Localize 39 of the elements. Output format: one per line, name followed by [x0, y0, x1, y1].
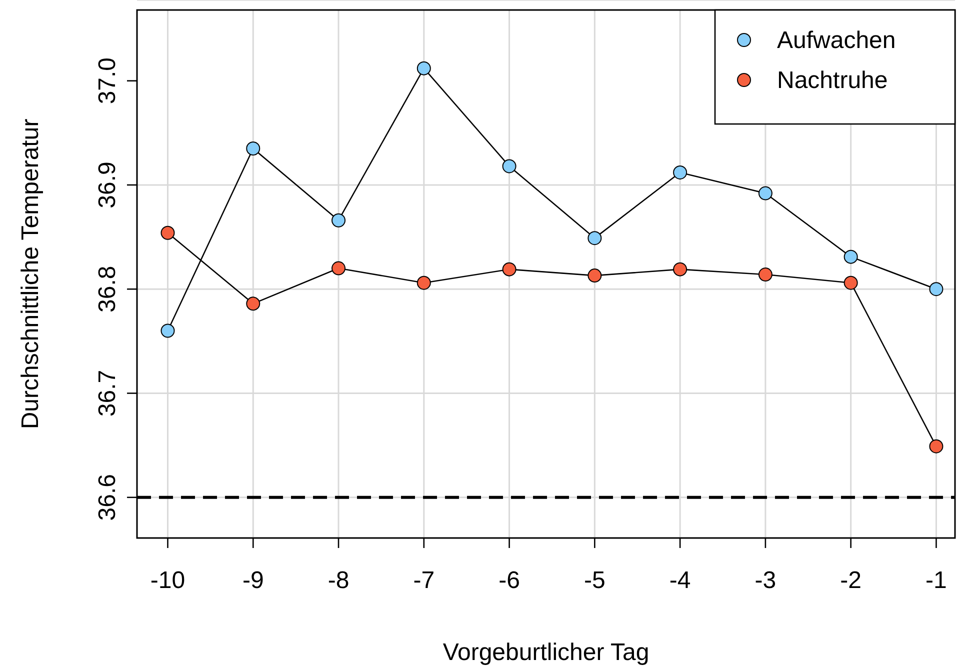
legend-label: Nachtruhe [777, 67, 888, 94]
x-tick-label: -2 [840, 567, 862, 594]
y-tick-label: 36.6 [94, 474, 121, 521]
y-axis-title: Durchschnittliche Temperatur [17, 118, 44, 430]
point [160, 226, 175, 240]
point [246, 296, 260, 311]
point [246, 142, 260, 156]
x-tick-label: -10 [150, 567, 186, 594]
x-tick-label: -6 [498, 567, 520, 594]
x-tick-label: -4 [669, 567, 691, 594]
x-tick-label: -7 [413, 567, 435, 594]
point [502, 262, 516, 276]
point [502, 159, 516, 174]
x-tick-label: -1 [926, 567, 947, 594]
point [416, 61, 431, 76]
point [758, 186, 772, 200]
y-tick-label: 37.0 [94, 57, 121, 104]
x-tick-label: -8 [328, 567, 350, 594]
point [588, 268, 602, 283]
x-tick-label: -5 [584, 567, 606, 594]
point [844, 276, 858, 290]
point [332, 261, 346, 276]
point [929, 282, 944, 296]
x-tick-label: -9 [242, 567, 264, 594]
x-axis-title: Vorgeburtlicher Tag [442, 639, 650, 666]
point [673, 262, 688, 276]
y-tick-label: 36.7 [94, 370, 121, 417]
point [588, 231, 602, 246]
y-tick-label: 36.9 [94, 162, 121, 208]
legend-label: Aufwachen [777, 27, 896, 54]
point [673, 165, 688, 180]
y-tick-label: 36.8 [94, 266, 121, 312]
point [929, 439, 944, 454]
point [332, 213, 346, 228]
point [416, 276, 431, 290]
point [758, 268, 772, 282]
point [844, 250, 858, 264]
x-tick-label: -3 [754, 567, 776, 594]
point [160, 324, 175, 338]
